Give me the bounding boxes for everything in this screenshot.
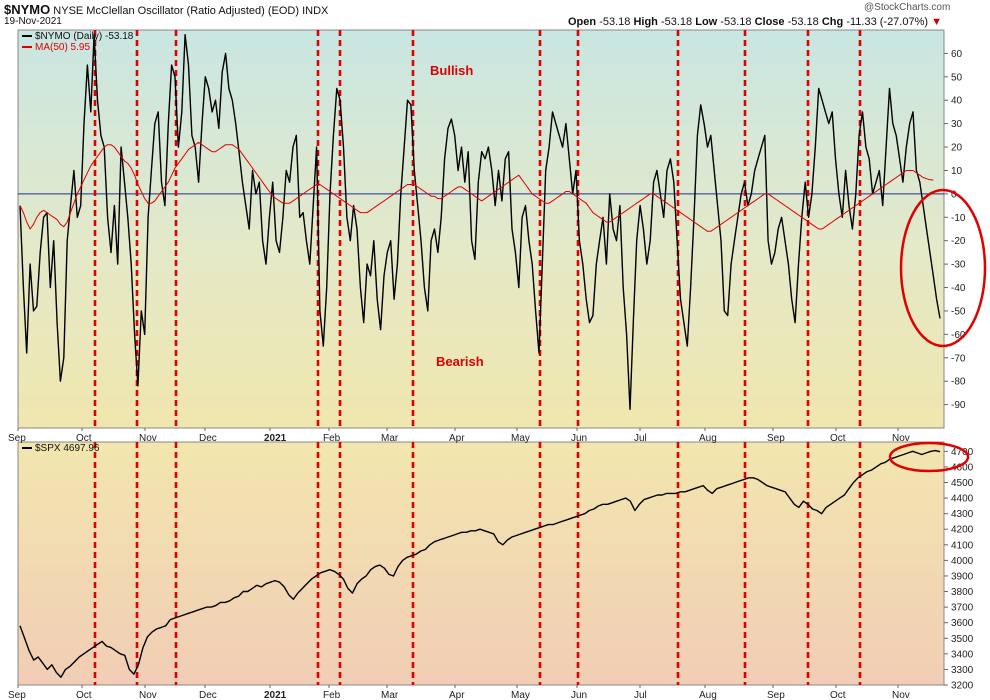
x-tick-label: Jun	[571, 433, 587, 444]
oscillator-highlight-ellipse	[899, 188, 987, 348]
x-tick-label: Nov	[892, 433, 910, 444]
nymo-line	[19, 34, 941, 410]
x-tick-label: Oct	[76, 433, 92, 444]
y-tick-label: -20	[951, 236, 966, 247]
y-tick-label: -30	[951, 260, 966, 271]
x-tick-label: May	[511, 690, 530, 700]
x-tick-label: Feb	[323, 433, 341, 444]
y-tick-label: 30	[951, 119, 963, 130]
bearish-annotation: Bearish	[436, 354, 484, 369]
y-tick-label: 4300	[951, 509, 974, 520]
x-tick-label: Mar	[381, 690, 399, 700]
index-tag: INDX	[302, 5, 329, 17]
x-tick-label: Jul	[634, 690, 647, 700]
y-tick-label: 60	[951, 49, 963, 60]
x-tick-label: Sep	[8, 433, 26, 444]
price-highlight-ellipse	[888, 441, 970, 473]
close-label: Close	[754, 16, 785, 28]
y-tick-label: -80	[951, 377, 966, 388]
legend-entry: MA(50) 5.95	[35, 42, 90, 53]
price-panel	[17, 441, 945, 686]
x-tick-label: Sep	[767, 433, 785, 444]
y-tick-label: 4600	[951, 462, 974, 473]
x-tick-label: Oct	[830, 690, 846, 700]
chg-label: Chg	[821, 16, 844, 28]
high-value: -53.18	[660, 16, 693, 28]
y-tick-label: 3700	[951, 603, 974, 614]
y-tick-label: 3600	[951, 618, 974, 629]
x-tick-label: Aug	[699, 690, 717, 700]
x-tick-label: Oct	[76, 690, 92, 700]
x-tick-label: Jun	[571, 690, 587, 700]
x-tick-label: Dec	[199, 690, 217, 700]
chart-description: NYSE McClellan Oscillator (Ratio Adjuste…	[53, 5, 300, 17]
x-tick-label: Apr	[449, 690, 465, 700]
y-tick-label: 3800	[951, 587, 974, 598]
x-tick-label: Feb	[323, 690, 341, 700]
y-tick-label: -10	[951, 213, 966, 224]
chart-symbol: $NYMO	[4, 2, 51, 17]
y-tick-label: 4500	[951, 478, 974, 489]
y-tick-label: 3400	[951, 649, 974, 660]
high-label: High	[633, 16, 658, 28]
x-tick-label: 2021	[264, 433, 287, 444]
bullish-annotation: Bullish	[430, 63, 473, 78]
y-tick-label: 50	[951, 72, 963, 83]
y-tick-label: -90	[951, 400, 966, 411]
open-label: Open	[568, 16, 597, 28]
y-tick-label: 4000	[951, 556, 974, 567]
low-value: -53.18	[720, 16, 752, 28]
legend-entry: $NYMO (Daily) -53.18	[35, 31, 134, 42]
y-tick-label: -50	[951, 306, 966, 317]
open-value: -53.18	[599, 16, 631, 28]
x-tick-label: 2021	[264, 690, 287, 700]
y-tick-label: 4400	[951, 494, 974, 505]
legend-entry: $SPX 4697.96	[35, 443, 100, 454]
y-tick-label: -40	[951, 283, 966, 294]
x-tick-label: Dec	[199, 433, 217, 444]
x-tick-label: Nov	[139, 433, 157, 444]
x-tick-label: Apr	[449, 433, 465, 444]
chart-date: 19-Nov-2021	[4, 16, 62, 27]
x-tick-label: Jul	[634, 433, 647, 444]
y-tick-label: 4200	[951, 525, 974, 536]
spx-line	[19, 449, 941, 678]
x-tick-label: Sep	[767, 690, 785, 700]
y-tick-label: 4700	[951, 447, 974, 458]
y-tick-label: 3200	[951, 681, 974, 692]
low-label: Low	[695, 16, 718, 28]
y-tick-label: 20	[951, 143, 963, 154]
x-tick-label: Oct	[830, 433, 846, 444]
y-tick-label: 40	[951, 96, 963, 107]
y-tick-label: -60	[951, 330, 966, 341]
chg-value: -11.33 (-27.07%)	[846, 16, 929, 28]
close-value: -53.18	[787, 16, 819, 28]
down-triangle-icon: ▼	[931, 16, 942, 28]
y-tick-label: 3300	[951, 665, 974, 676]
y-tick-label: -70	[951, 353, 966, 364]
x-tick-label: Mar	[381, 433, 399, 444]
x-tick-label: Aug	[699, 433, 717, 444]
y-tick-label: 3900	[951, 571, 974, 582]
x-tick-label: Nov	[139, 690, 157, 700]
ohlc-readout: Open -53.18 High -53.18 Low -53.18 Close…	[568, 16, 942, 28]
oscillator-panel	[17, 29, 945, 429]
y-tick-label: 3500	[951, 634, 974, 645]
ma50-line	[19, 141, 934, 232]
y-tick-label: 4100	[951, 540, 974, 551]
x-tick-label: May	[511, 433, 530, 444]
x-tick-label: Nov	[892, 690, 910, 700]
y-tick-label: 0	[951, 189, 957, 200]
y-tick-label: 10	[951, 166, 963, 177]
x-tick-label: Sep	[8, 690, 26, 700]
watermark: @StockCharts.com	[864, 2, 951, 13]
